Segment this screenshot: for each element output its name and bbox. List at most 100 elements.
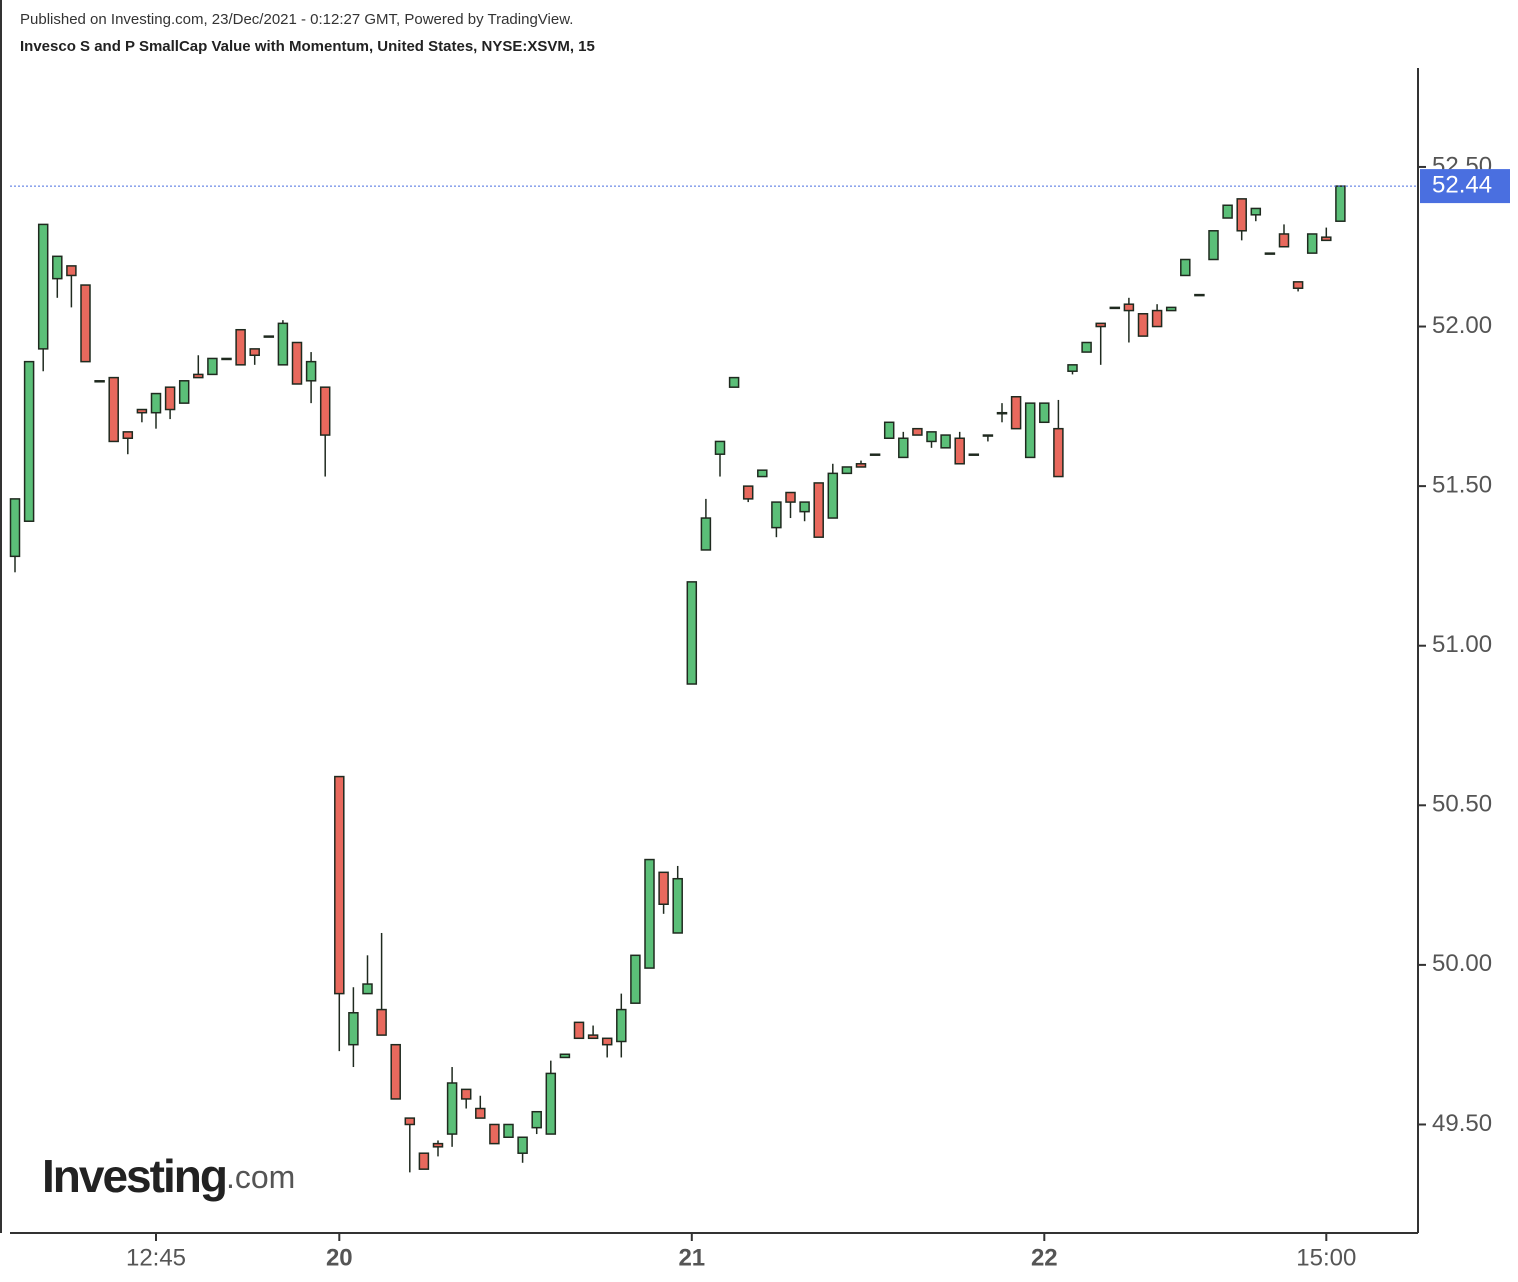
candle-body — [799, 501, 810, 513]
candle-body — [1151, 309, 1163, 328]
candle-body — [80, 284, 91, 363]
candle-body — [1236, 198, 1247, 232]
candle-body — [700, 517, 712, 551]
y-tick-label: 51.00 — [1432, 631, 1492, 658]
candle-body — [813, 482, 824, 538]
last-price-box — [1420, 169, 1510, 204]
candle-body — [1081, 341, 1092, 353]
candle-body — [37, 223, 49, 350]
candle-body — [221, 357, 232, 361]
candle-body — [686, 581, 698, 685]
candle-body — [503, 1123, 514, 1138]
candle-body — [869, 453, 881, 456]
candle-body — [348, 1012, 359, 1046]
candle-body — [912, 427, 923, 436]
candle-body — [559, 1053, 571, 1059]
candle-body — [334, 775, 345, 995]
candle-body — [1123, 303, 1135, 312]
candle-body — [1335, 185, 1346, 222]
candle-body — [827, 472, 839, 519]
candle-body — [305, 360, 317, 382]
candle-body — [52, 255, 63, 280]
candle-body — [390, 1043, 401, 1100]
candle-body — [418, 1152, 430, 1170]
plot: 49.5050.0050.5051.0051.5052.0052.5012:45… — [9, 68, 1510, 1271]
candle-body — [1321, 236, 1332, 242]
candle-body — [1067, 364, 1078, 372]
candle-body — [1222, 204, 1233, 219]
candle-body — [164, 386, 176, 411]
candle-body — [178, 380, 190, 404]
candle-body — [1109, 306, 1121, 310]
candle-body — [1024, 402, 1036, 459]
candle-body — [601, 1037, 613, 1046]
candle-body — [1053, 427, 1064, 478]
candle-body — [630, 954, 641, 1004]
candle-body — [108, 376, 119, 443]
y-tick-label: 50.00 — [1432, 950, 1492, 977]
candle-body — [926, 431, 937, 443]
logo-suffix: .com — [226, 1159, 295, 1195]
candle-body — [940, 434, 951, 449]
candle-body — [545, 1072, 557, 1135]
candle-body — [728, 376, 740, 388]
candle-body — [898, 437, 909, 459]
candle-body — [94, 380, 105, 383]
candle-body — [122, 431, 134, 439]
candle-body — [742, 485, 754, 500]
candle-body — [573, 1021, 585, 1040]
candle-body — [277, 322, 289, 366]
candle-body — [1095, 322, 1106, 328]
candle-body — [517, 1136, 528, 1154]
candle-body — [996, 411, 1008, 415]
candle-body — [404, 1117, 416, 1126]
candle-body — [235, 328, 246, 366]
x-tick-label: 22 — [1031, 1244, 1058, 1271]
candle-body — [1039, 402, 1050, 424]
candle-body — [785, 491, 796, 503]
published-note: Published on Investing.com, 23/Dec/2021 … — [20, 11, 573, 28]
candle-body — [150, 392, 162, 414]
candle-body — [319, 386, 331, 436]
candle-body — [291, 341, 303, 385]
candle-body — [23, 360, 35, 522]
candle-body — [489, 1123, 500, 1145]
candle-body — [9, 498, 21, 558]
candle-body — [1250, 207, 1262, 216]
y-tick-label: 52.00 — [1432, 312, 1492, 339]
chart-title: Invesco S and P SmallCap Value with Mome… — [20, 38, 595, 55]
candle-body — [1137, 313, 1149, 337]
candle-body — [263, 335, 275, 338]
candle-body — [376, 1008, 387, 1036]
candle-body — [1278, 233, 1290, 248]
logo: Investing.com — [42, 1150, 295, 1202]
last-price-label: 52.44 — [1432, 171, 1492, 198]
candle-body — [968, 453, 980, 456]
candle-body — [362, 983, 373, 995]
candle-body — [475, 1107, 486, 1119]
candle-body — [460, 1088, 472, 1100]
candle-body — [883, 421, 895, 439]
candle-body — [644, 858, 655, 969]
candle-body — [658, 871, 669, 905]
candle-body — [446, 1082, 458, 1135]
x-tick-label: 20 — [326, 1244, 353, 1271]
candle-body — [193, 373, 204, 379]
candle-body — [1264, 252, 1276, 255]
candle-body — [587, 1034, 599, 1040]
y-tick-label: 50.50 — [1432, 791, 1492, 818]
candle-body — [714, 440, 726, 455]
candle-body — [66, 265, 77, 277]
candle-body — [1010, 396, 1022, 430]
y-tick-label: 51.50 — [1432, 471, 1492, 498]
candle-body — [1165, 306, 1177, 312]
candle-body — [616, 1008, 627, 1043]
candle-body — [1292, 281, 1304, 289]
y-tick-label: 49.50 — [1432, 1110, 1492, 1137]
logo-name: Investing — [42, 1150, 226, 1202]
candle-body — [672, 877, 683, 934]
candle-body — [757, 469, 768, 478]
candle-body — [432, 1142, 444, 1148]
